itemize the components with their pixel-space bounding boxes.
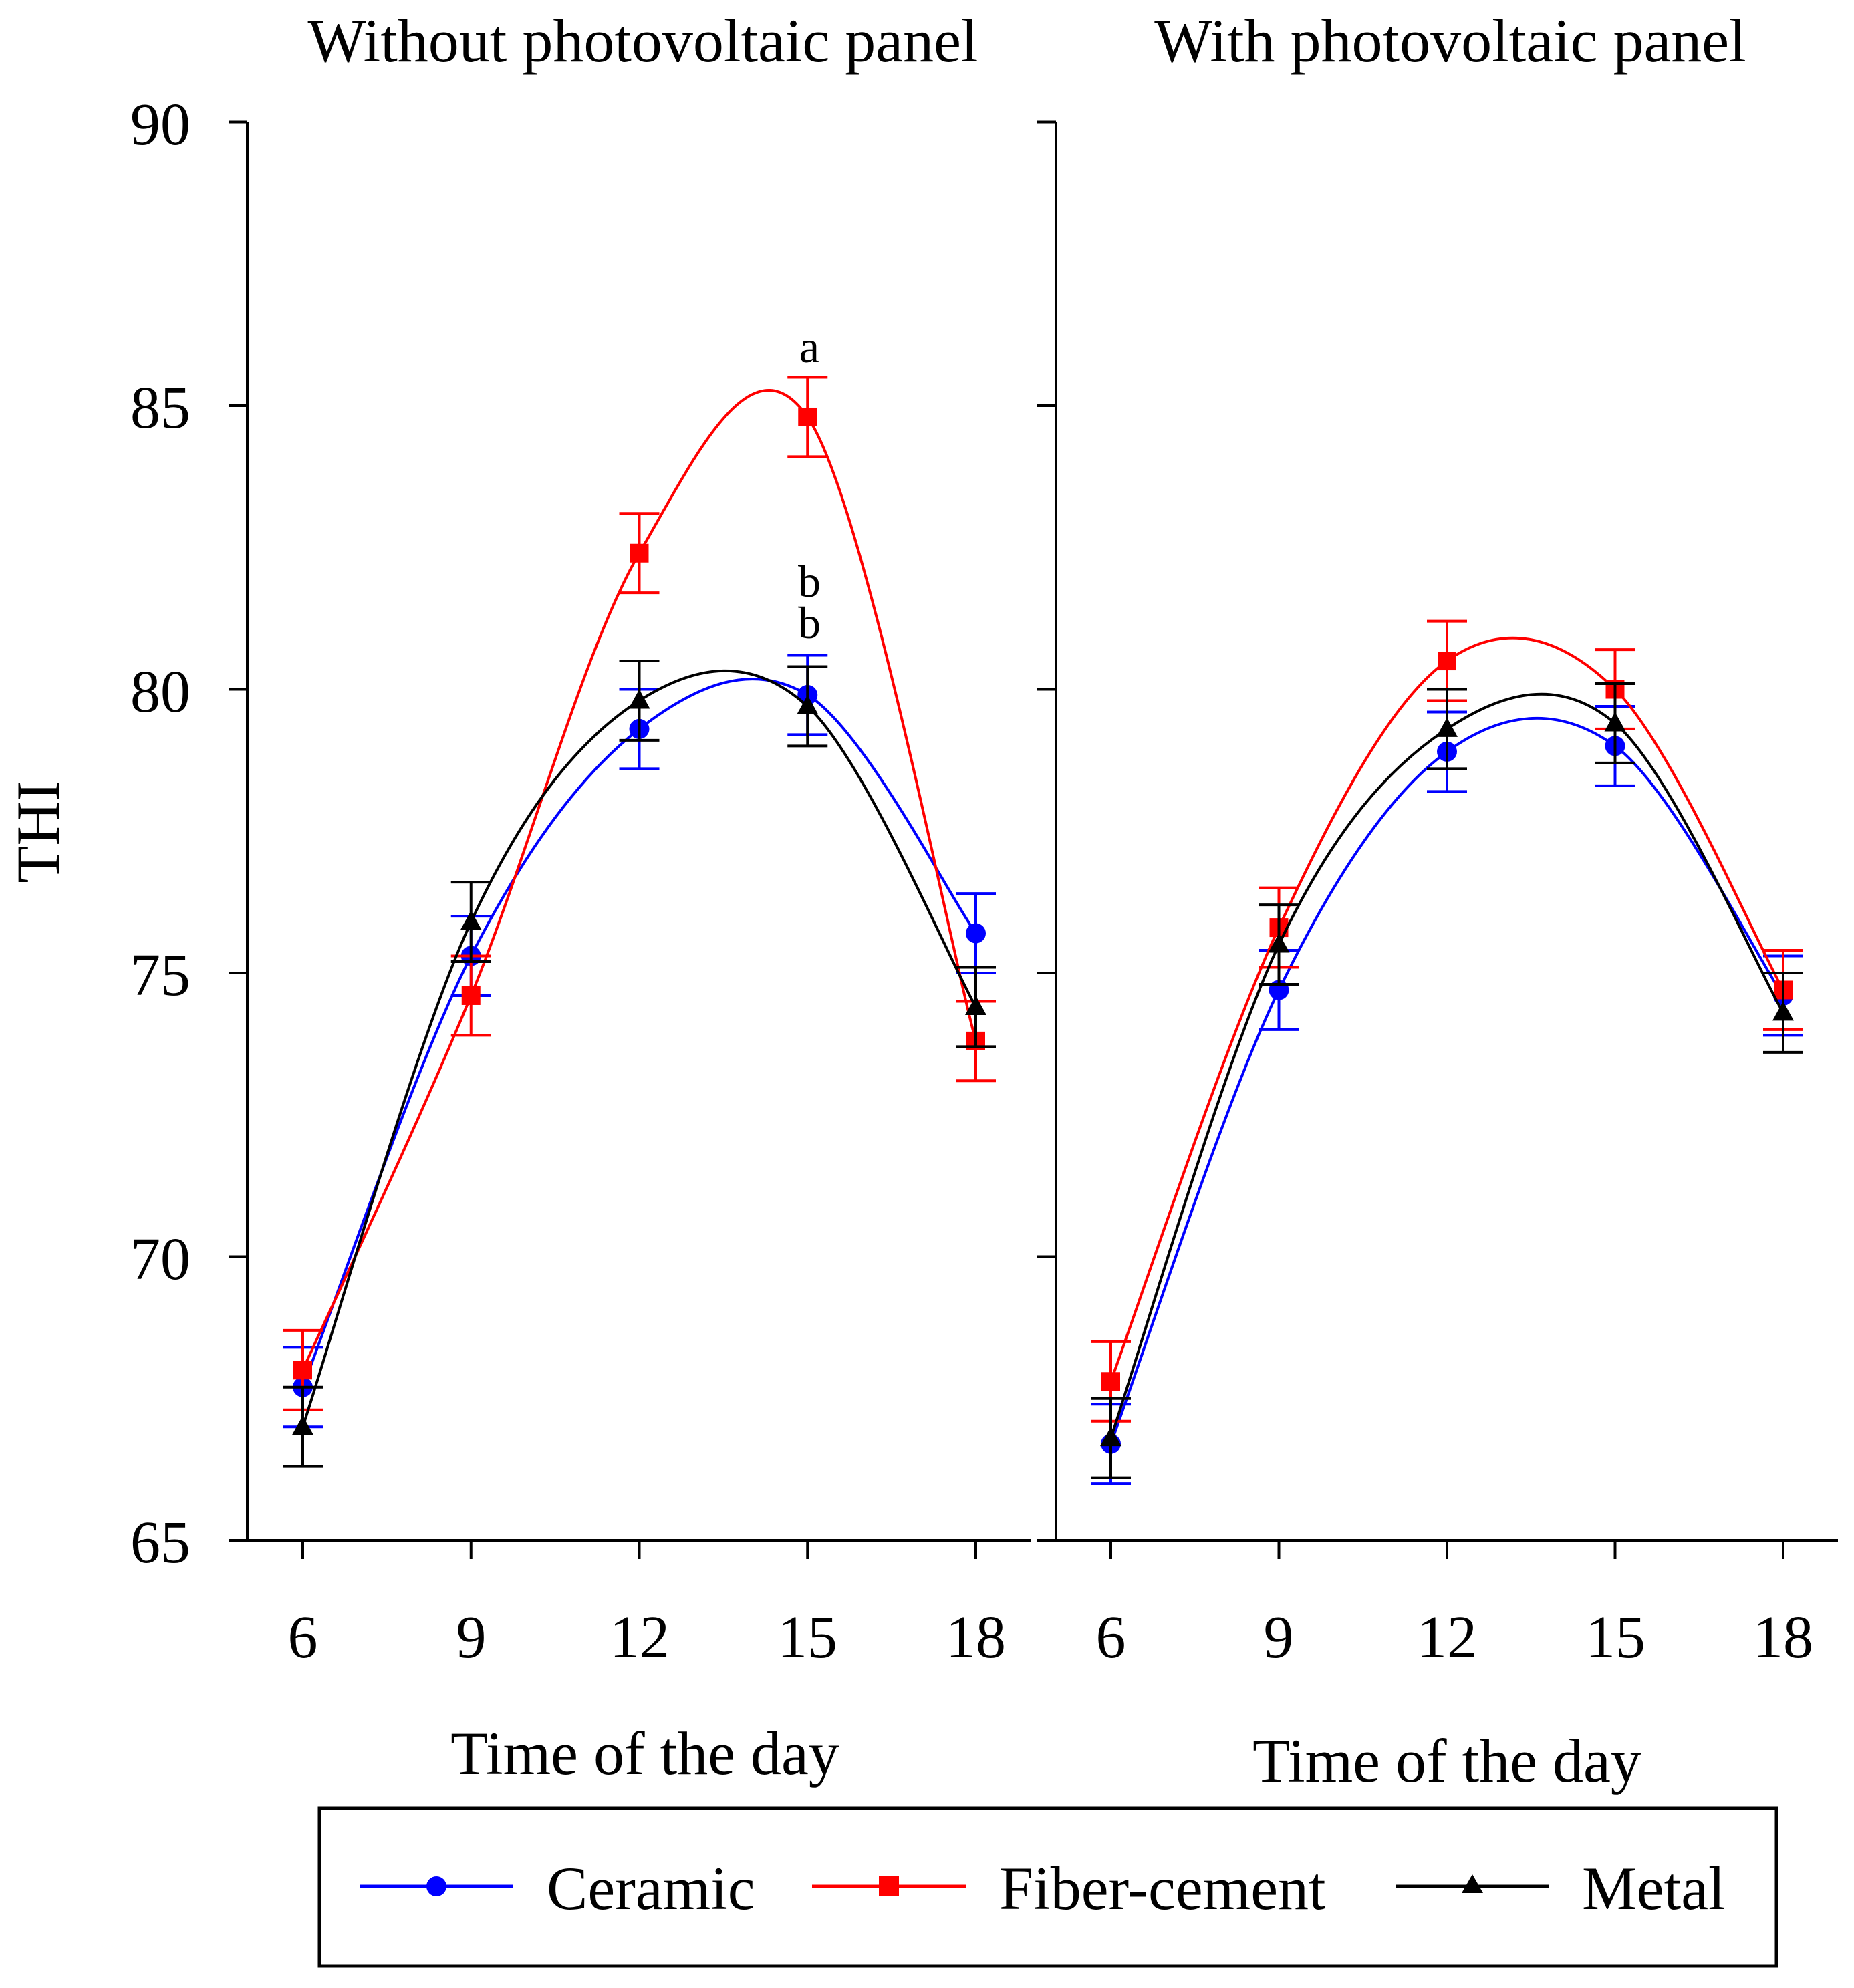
x-tick-label-right: 9: [1264, 1604, 1294, 1671]
data-point-metal: [460, 910, 482, 930]
data-point-fiber-cement: [630, 543, 649, 563]
data-point-metal: [1772, 1001, 1794, 1021]
y-tick-label: 75: [130, 942, 190, 1008]
legend-marker-ceramic: [426, 1876, 446, 1896]
x-tick-label-right: 6: [1096, 1604, 1126, 1671]
legend-marker-metal: [1462, 1874, 1483, 1893]
data-point-metal: [1436, 717, 1458, 737]
legend-label-ceramic: Ceramic: [547, 1854, 755, 1923]
significance-label-b: b: [798, 597, 821, 648]
significance-label-a: a: [799, 321, 819, 372]
y-tick-label: 65: [130, 1510, 190, 1576]
x-tick-label-left: 18: [946, 1604, 1006, 1671]
panel-title-left: Without photovoltaic panel: [308, 7, 978, 75]
legend-label-metal: Metal: [1582, 1854, 1726, 1923]
x-tick-label-right: 15: [1585, 1604, 1645, 1671]
plot-layer: [229, 120, 1838, 1559]
significance-label-b: b: [798, 556, 821, 607]
data-point-fiber-cement: [461, 986, 481, 1005]
data-point-fiber-cement: [798, 407, 817, 426]
y-tick-label: 70: [130, 1226, 190, 1292]
data-point-fiber-cement: [293, 1361, 312, 1380]
series-line-ceramic: [1109, 716, 1784, 1445]
x-tick-label-right: 12: [1417, 1604, 1477, 1671]
y-tick-label: 90: [130, 92, 190, 158]
x-axis-title-left: Time of the day: [450, 1719, 839, 1788]
x-tick-label-left: 6: [288, 1604, 318, 1671]
y-axis-title: THI: [4, 780, 72, 883]
data-point-metal: [797, 694, 819, 714]
y-tick-label: 85: [130, 375, 190, 441]
panel-title-right: With photovoltaic panel: [1154, 7, 1746, 75]
data-point-metal: [1268, 933, 1290, 953]
data-point-metal: [965, 995, 986, 1015]
series-line-metal: [301, 669, 977, 1427]
x-axis-title-right: Time of the day: [1252, 1727, 1641, 1795]
data-point-fiber-cement: [1101, 1372, 1120, 1391]
series-line-metal: [1109, 692, 1784, 1439]
x-tick-label-right: 18: [1753, 1604, 1813, 1671]
legend-label-fiber-cement: Fiber-cement: [999, 1854, 1326, 1923]
y-tick-label: 80: [130, 659, 190, 725]
legend-marker-fiber-cement: [879, 1876, 899, 1896]
x-tick-label-left: 12: [610, 1604, 670, 1671]
data-point-ceramic: [966, 923, 986, 944]
data-point-metal: [628, 689, 650, 709]
data-point-fiber-cement: [1438, 652, 1456, 671]
data-point-metal: [292, 1415, 313, 1435]
data-point-metal: [1100, 1427, 1121, 1447]
x-tick-label-left: 9: [456, 1604, 487, 1671]
legend-box: [317, 1806, 1778, 1968]
x-tick-label-left: 15: [777, 1604, 837, 1671]
data-point-metal: [1604, 712, 1626, 732]
series-line-fiber-cement: [1109, 636, 1784, 1382]
